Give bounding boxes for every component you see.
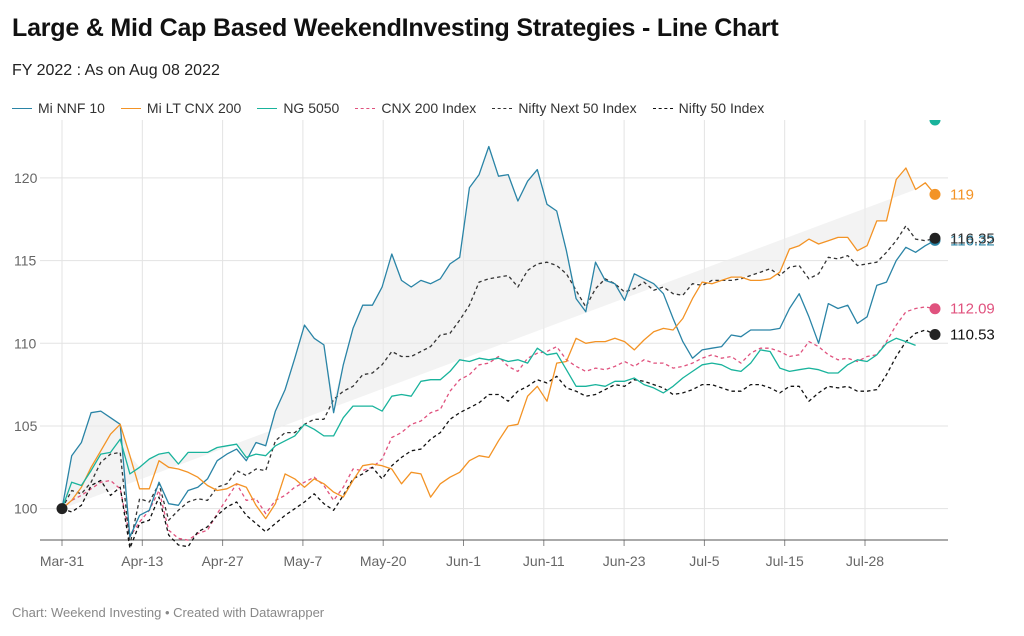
end-marker [929, 303, 941, 315]
end-marker [929, 188, 941, 200]
x-tick-label: Mar-31 [40, 553, 85, 569]
line-chart: 100 105 110 115 120 Mar-31 Apr-13 Apr-27 May-7 Ma… [14, 120, 996, 569]
legend-item: Mi LT CNX 200 [120, 100, 242, 116]
y-tick-label: 115 [14, 253, 37, 269]
series-line [61, 225, 936, 546]
y-tick-label: 110 [14, 335, 37, 351]
legend-label: NG 5050 [283, 100, 340, 116]
end-marker [929, 329, 941, 341]
end-marker [929, 120, 941, 126]
legend-item: NG 5050 [257, 100, 339, 116]
x-tick-label: May-20 [360, 553, 407, 569]
series-line [61, 306, 936, 541]
legend-swatch [120, 107, 141, 109]
end-value-label: 112.09 [950, 301, 995, 318]
legend-swatch [12, 107, 32, 109]
start-marker [56, 503, 68, 515]
end-marker [929, 232, 941, 244]
series-line [61, 329, 936, 549]
y-tick-label: 120 [14, 170, 38, 186]
series-line [61, 145, 936, 538]
legend-swatch [355, 107, 376, 109]
chart-title: Large & Mid Cap Based WeekendInvesting S… [12, 14, 779, 42]
end-value-label: 116.22 [950, 232, 995, 249]
end-value-label: 119 [950, 186, 974, 203]
legend-item: Nifty Next 50 Index [492, 100, 637, 116]
x-tick-label: Jun-23 [603, 553, 646, 569]
y-tick-label: 105 [14, 418, 38, 434]
chart-subtitle: FY 2022 : As on Aug 08 2022 [12, 62, 220, 79]
end-value-label: 110.53 [950, 327, 995, 344]
x-tick-label: Jun-1 [446, 553, 481, 569]
legend-swatch [257, 107, 278, 109]
x-tick-label: Jul-28 [846, 553, 884, 569]
legend-swatch [492, 107, 513, 109]
series-line [61, 337, 916, 509]
legend-swatch [652, 107, 673, 109]
x-tick-label: Jul-15 [766, 553, 804, 569]
legend-item: CNX 200 Index [355, 100, 476, 116]
legend-label: Nifty Next 50 Index [518, 100, 637, 116]
x-tick-label: Jun-11 [523, 553, 565, 569]
end-value-label: 116.35 [950, 230, 995, 247]
x-tick-label: Apr-13 [121, 553, 163, 569]
legend-label: Mi LT CNX 200 [146, 100, 242, 116]
chart-legend: Mi NNF 10 Mi LT CNX 200 NG 5050 CNX 200 Ind… [12, 100, 764, 116]
range-shading [62, 146, 916, 509]
legend-label: CNX 200 Index [381, 100, 477, 116]
y-tick-label: 100 [14, 501, 38, 517]
x-tick-label: Apr-27 [202, 553, 244, 569]
legend-label: Mi NNF 10 [38, 100, 105, 116]
x-tick-label: Jul-5 [689, 553, 720, 569]
series-line [61, 167, 936, 520]
legend-item: Mi NNF 10 [12, 100, 105, 116]
legend-item: Nifty 50 Index [652, 100, 765, 116]
x-tick-label: May-7 [283, 553, 322, 569]
chart-credit: Chart: Weekend Investing • Created with … [12, 605, 325, 620]
end-value-label: 109.87 [950, 120, 996, 124]
legend-label: Nifty 50 Index [678, 100, 765, 116]
